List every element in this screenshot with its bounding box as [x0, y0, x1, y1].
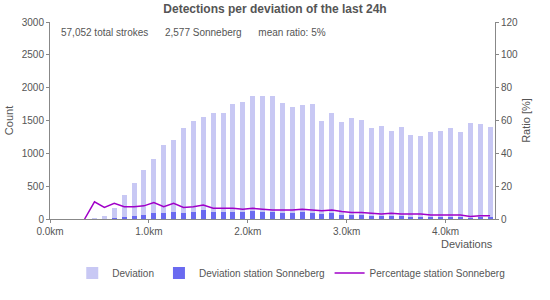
svg-text:2500: 2500: [22, 49, 45, 60]
svg-text:0: 0: [501, 214, 507, 225]
svg-text:0: 0: [38, 214, 44, 225]
svg-text:4.0km: 4.0km: [432, 226, 459, 237]
svg-text:80: 80: [501, 82, 513, 93]
svg-text:1500: 1500: [22, 115, 45, 126]
svg-text:2000: 2000: [22, 82, 45, 93]
svg-text:100: 100: [501, 49, 518, 60]
svg-text:3.0km: 3.0km: [333, 226, 360, 237]
svg-text:Percentage station Sonneberg: Percentage station Sonneberg: [370, 268, 505, 279]
svg-text:Deviations: Deviations: [441, 238, 493, 250]
svg-text:Ratio [%]: Ratio [%]: [520, 98, 532, 143]
svg-text:Deviation: Deviation: [112, 268, 154, 279]
svg-text:1000: 1000: [22, 148, 45, 159]
svg-text:40: 40: [501, 148, 513, 159]
svg-text:3000: 3000: [22, 17, 45, 28]
svg-text:Detections per deviation of th: Detections per deviation of the last 24h: [163, 2, 386, 16]
svg-text:20: 20: [501, 181, 513, 192]
svg-text:2.0km: 2.0km: [234, 226, 261, 237]
svg-text:57,052 total strokes 2,57: 57,052 total strokes 2,577 Sonneberg mea…: [61, 27, 326, 38]
svg-text:Count: Count: [3, 106, 15, 135]
svg-text:Deviation station Sonneberg: Deviation station Sonneberg: [199, 268, 325, 279]
svg-text:60: 60: [501, 115, 513, 126]
svg-text:0.0km: 0.0km: [36, 226, 63, 237]
svg-text:120: 120: [501, 17, 518, 28]
svg-text:1.0km: 1.0km: [135, 226, 162, 237]
svg-text:500: 500: [27, 181, 44, 192]
